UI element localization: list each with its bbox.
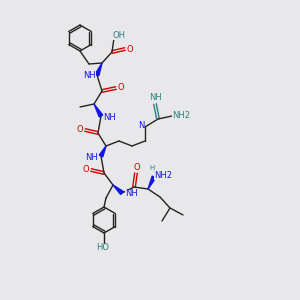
Text: HO: HO <box>97 244 110 253</box>
Text: NH2: NH2 <box>154 170 172 179</box>
Text: NH: NH <box>85 154 98 163</box>
Polygon shape <box>99 146 106 157</box>
Text: O: O <box>134 163 140 172</box>
Text: N: N <box>138 122 144 130</box>
Text: NH: NH <box>124 190 137 199</box>
Polygon shape <box>113 185 123 194</box>
Text: NH: NH <box>103 113 116 122</box>
Text: O: O <box>77 125 83 134</box>
Text: NH: NH <box>84 71 96 80</box>
Text: O: O <box>83 166 89 175</box>
Text: H: H <box>149 165 154 171</box>
Text: NH: NH <box>150 94 162 103</box>
Text: NH2: NH2 <box>172 110 190 119</box>
Text: OH: OH <box>112 31 125 40</box>
Polygon shape <box>148 176 156 189</box>
Polygon shape <box>95 63 102 76</box>
Text: O: O <box>127 44 133 53</box>
Polygon shape <box>94 104 103 117</box>
Text: O: O <box>118 83 124 92</box>
